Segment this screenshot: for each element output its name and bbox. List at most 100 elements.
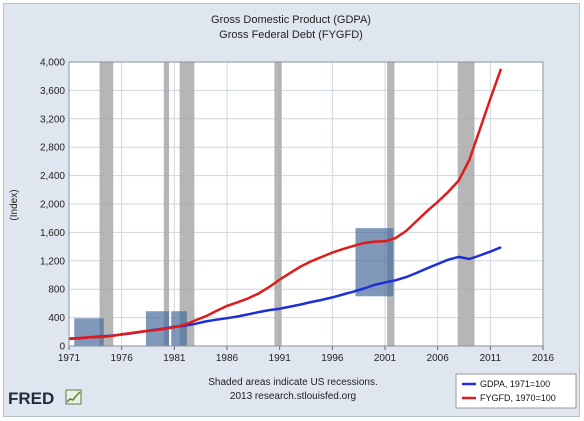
x-tick-label: 1996	[321, 353, 344, 364]
data-point-fygfd	[121, 333, 123, 335]
data-point-fygfd	[468, 159, 470, 161]
footnote-recessions: Shaded areas indicate US recessions.	[208, 377, 378, 388]
data-point-fygfd	[236, 301, 239, 303]
data-point-gdpa	[194, 323, 196, 325]
data-point-fygfd	[363, 242, 365, 244]
y-tick-label: 2,000	[40, 200, 65, 211]
data-point-fygfd	[373, 241, 376, 243]
data-point-fygfd	[342, 248, 344, 250]
data-point-gdpa	[373, 284, 376, 286]
recession-band	[457, 62, 475, 346]
data-point-gdpa	[331, 296, 333, 298]
data-point-gdpa	[321, 299, 323, 301]
data-point-fygfd	[184, 324, 186, 326]
data-point-fygfd	[394, 237, 397, 239]
data-point-fygfd	[142, 330, 144, 333]
x-tick-label: 2016	[532, 353, 555, 364]
y-tick-label: 2,800	[40, 143, 65, 154]
data-point-fygfd	[173, 326, 175, 328]
series-line-fygfd	[68, 68, 503, 340]
data-point-fygfd	[194, 319, 196, 322]
data-point-fygfd	[384, 240, 386, 242]
y-tick-label: 0	[59, 342, 65, 353]
highlight-box	[171, 311, 187, 346]
data-point-gdpa	[394, 279, 397, 281]
fred-logo: FRED	[8, 389, 82, 408]
y-tick-label: 3,600	[40, 86, 65, 97]
recession-band	[99, 62, 114, 346]
recession-band	[163, 62, 170, 346]
data-point-gdpa	[247, 313, 249, 316]
data-point-gdpa	[458, 256, 460, 258]
data-point-fygfd	[447, 191, 449, 193]
x-tick-label: 1981	[163, 353, 186, 364]
data-point-gdpa	[479, 254, 481, 257]
x-tick-label: 1986	[216, 353, 239, 364]
data-point-gdpa	[279, 308, 281, 310]
y-tick-label: 1,200	[40, 256, 65, 267]
y-tick-label: 400	[48, 313, 65, 324]
data-point-fygfd	[416, 220, 418, 222]
data-point-gdpa	[268, 309, 270, 311]
y-tick-label: 1,600	[40, 228, 65, 239]
x-tick-label: 1976	[111, 353, 134, 364]
data-point-fygfd	[205, 315, 207, 317]
x-tick-label: 1991	[269, 353, 292, 364]
data-point-fygfd	[289, 272, 291, 274]
data-point-fygfd	[258, 292, 260, 295]
data-point-gdpa	[437, 263, 439, 265]
data-point-fygfd	[458, 179, 460, 182]
data-point-fygfd	[110, 335, 112, 337]
data-point-gdpa	[405, 276, 407, 278]
data-point-fygfd	[426, 210, 428, 212]
y-tick-label: 3,200	[40, 114, 65, 125]
data-point-gdpa	[489, 250, 491, 253]
recession-band	[179, 62, 195, 346]
x-tick-label: 2011	[480, 353, 502, 364]
data-point-gdpa	[352, 291, 354, 293]
footnote-source: 2013 research.stlouisfed.org	[230, 391, 356, 402]
data-point-fygfd	[163, 328, 165, 330]
data-point-fygfd	[247, 297, 249, 300]
data-point-gdpa	[416, 272, 418, 274]
data-point-fygfd	[215, 310, 218, 312]
data-point-gdpa	[300, 303, 302, 306]
plot-border	[68, 61, 544, 347]
data-point-gdpa	[363, 287, 365, 290]
y-tick-label: 2,400	[40, 171, 65, 182]
data-point-fygfd	[352, 245, 354, 247]
y-tick-label: 800	[48, 285, 65, 296]
data-point-fygfd	[300, 265, 302, 268]
data-point-gdpa	[447, 259, 449, 261]
data-point-fygfd	[500, 68, 502, 70]
data-point-gdpa	[236, 315, 239, 318]
plot-area: 0 400 800 1,200 1,600 2,000 2,400 2,800 3,200 3,6…	[40, 58, 555, 365]
data-point-fygfd	[100, 336, 102, 338]
data-point-fygfd	[152, 329, 154, 331]
x-tick-label: 1971	[58, 353, 81, 364]
legend-box	[455, 373, 577, 409]
data-point-gdpa	[226, 317, 228, 319]
data-point-fygfd	[279, 279, 281, 281]
chart-title: Gross Domestic Product (GDPA)	[211, 14, 371, 26]
data-point-gdpa	[215, 319, 218, 321]
data-point-gdpa	[289, 305, 291, 308]
data-point-fygfd	[310, 260, 312, 262]
data-point-fygfd	[479, 128, 481, 131]
data-point-gdpa	[426, 267, 428, 269]
legend-label-fygfd: FYGFD, 1970=100	[480, 393, 556, 403]
data-point-gdpa	[342, 293, 344, 296]
data-point-gdpa	[384, 281, 386, 284]
x-tick-label: 2006	[427, 353, 450, 364]
fred-logo-line-icon	[66, 391, 81, 403]
data-point-fygfd	[331, 252, 333, 254]
fred-logo-chart-icon	[65, 389, 82, 405]
y-axis-label: (Index)	[9, 189, 20, 220]
data-point-fygfd	[489, 98, 491, 100]
data-point-gdpa	[500, 246, 502, 248]
highlight-box	[74, 318, 104, 346]
data-point-fygfd	[437, 201, 439, 203]
data-point-fygfd	[321, 256, 323, 258]
x-tick-label: 2001	[374, 353, 397, 364]
